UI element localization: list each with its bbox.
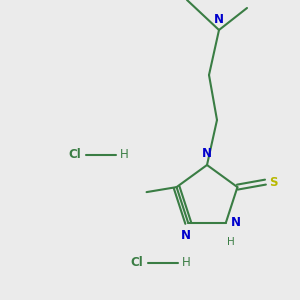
Text: N: N bbox=[202, 147, 212, 160]
Text: H: H bbox=[120, 148, 129, 161]
Text: S: S bbox=[269, 176, 278, 189]
Text: H: H bbox=[182, 256, 191, 269]
Text: N: N bbox=[181, 229, 191, 242]
Text: Cl: Cl bbox=[68, 148, 81, 161]
Text: Cl: Cl bbox=[130, 256, 143, 269]
Text: N: N bbox=[231, 216, 241, 230]
Text: H: H bbox=[227, 237, 235, 247]
Text: N: N bbox=[214, 13, 224, 26]
